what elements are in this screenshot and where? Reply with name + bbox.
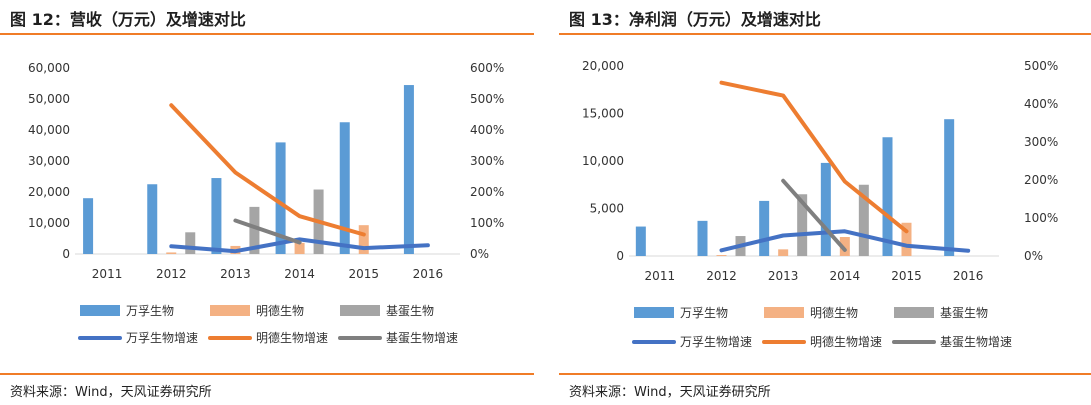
source-rule — [0, 373, 534, 375]
y-right-tick-label: 600% — [470, 61, 504, 75]
legend-label: 万孚生物增速 — [680, 335, 752, 349]
bar — [858, 184, 869, 256]
chart-title: 图 13：净利润（万元）及增速对比 — [569, 10, 821, 29]
bar — [147, 184, 158, 254]
y-right-tick-label: 200% — [1024, 173, 1058, 187]
source-note: 资料来源：Wind，天风证券研究所 — [10, 385, 212, 400]
x-tick-label: 2014 — [830, 269, 861, 283]
y-right-tick-label: 0% — [1024, 249, 1043, 263]
y-tick-label: 10,000 — [582, 154, 624, 168]
chart-title: 图 12：营收（万元）及增速对比 — [10, 10, 246, 29]
y-right-tick-label: 400% — [1024, 97, 1058, 111]
series-line — [233, 218, 302, 245]
x-tick-label: 2015 — [348, 267, 379, 281]
legend-label: 万孚生物 — [126, 304, 174, 318]
net-profit-panel: 图 13：净利润（万元）及增速对比 0 5,000 10,000 15,000 20,0… — [559, 0, 1091, 405]
bar — [249, 206, 260, 254]
y-right-tick-label: 100% — [470, 216, 504, 230]
legend-label: 明德生物增速 — [256, 330, 328, 345]
y-tick-label: 50,000 — [28, 92, 70, 106]
legend-swatch — [764, 307, 804, 318]
bar — [797, 194, 808, 256]
revenue-panel: 图 12：营收（万元）及增速对比 0 10,000 20,000 30,000 40,0… — [0, 0, 534, 405]
bar — [882, 137, 893, 256]
bar — [294, 242, 305, 254]
x-tick-label: 2015 — [891, 269, 922, 283]
x-tick-label: 2013 — [768, 269, 799, 283]
bar — [901, 222, 912, 256]
y-tick-label: 40,000 — [28, 123, 70, 137]
y-tick-label: 20,000 — [582, 59, 624, 73]
x-tick-label: 2013 — [220, 267, 251, 281]
bar — [339, 122, 350, 254]
series-line — [781, 178, 847, 252]
y-tick-label: 20,000 — [28, 185, 70, 199]
y-right-tick-label: 300% — [1024, 135, 1058, 149]
x-tick-label: 2016 — [953, 269, 984, 283]
bar — [166, 252, 177, 254]
legend-label: 基蛋生物 — [386, 304, 434, 318]
x-tick-label: 2012 — [156, 267, 187, 281]
legend-label: 基蛋生物增速 — [940, 335, 1012, 349]
y-tick-label: 10,000 — [28, 216, 70, 230]
source-note: 资料来源：Wind，天风证券研究所 — [569, 385, 771, 400]
series-line — [169, 237, 430, 254]
legend-swatch — [80, 305, 120, 316]
bar — [211, 178, 222, 254]
bar — [778, 249, 789, 256]
bar — [820, 162, 831, 256]
y-right-tick-label: 100% — [1024, 211, 1058, 225]
bar — [944, 119, 955, 256]
bar — [185, 232, 196, 254]
bar — [83, 198, 94, 254]
x-tick-label: 2012 — [706, 269, 737, 283]
y-right-tick-label: 0% — [470, 247, 489, 261]
title-rule — [0, 33, 534, 35]
x-tick-label: 2014 — [284, 267, 315, 281]
series-line — [719, 80, 909, 234]
bar — [358, 225, 369, 254]
y-tick-label: 30,000 — [28, 154, 70, 168]
legend-label: 基蛋生物 — [940, 306, 988, 320]
revenue-chart: 0 10,000 20,000 30,000 40,000 50,000 60,000 0% 1… — [28, 61, 504, 345]
x-tick-label: 2011 — [645, 269, 676, 283]
bar — [697, 220, 708, 256]
legend-label: 明德生物 — [256, 303, 304, 318]
bar — [839, 237, 850, 256]
y-tick-label: 0 — [62, 247, 70, 261]
net-profit-chart: 0 5,000 10,000 15,000 20,000 0% 100% 200% 300% 40… — [582, 59, 1058, 349]
bar — [635, 226, 646, 256]
y-right-tick-label: 400% — [470, 123, 504, 137]
legend-label: 万孚生物 — [680, 306, 728, 320]
series-line — [169, 103, 366, 237]
bar — [275, 142, 286, 254]
series-line — [719, 229, 971, 253]
legend-swatch — [634, 307, 674, 318]
y-tick-label: 0 — [616, 249, 624, 263]
y-right-tick-label: 500% — [1024, 59, 1058, 73]
y-right-tick-label: 500% — [470, 92, 504, 106]
y-tick-label: 5,000 — [590, 202, 624, 216]
y-right-tick-label: 300% — [470, 154, 504, 168]
x-tick-label: 2011 — [92, 267, 123, 281]
legend-label: 万孚生物增速 — [126, 331, 198, 345]
legend-label: 基蛋生物增速 — [386, 331, 458, 345]
bar — [759, 200, 770, 256]
y-tick-label: 60,000 — [28, 61, 70, 75]
bar — [403, 85, 414, 254]
legend-label: 明德生物 — [810, 305, 858, 320]
x-tick-label: 2016 — [413, 267, 444, 281]
legend-swatch — [894, 307, 934, 318]
legend-swatch — [340, 305, 380, 316]
y-right-tick-label: 200% — [470, 185, 504, 199]
y-tick-label: 15,000 — [582, 107, 624, 121]
title-rule — [559, 33, 1091, 35]
legend-label: 明德生物增速 — [810, 334, 882, 349]
source-rule — [559, 373, 1091, 375]
bar — [716, 255, 727, 256]
legend-swatch — [210, 305, 250, 316]
